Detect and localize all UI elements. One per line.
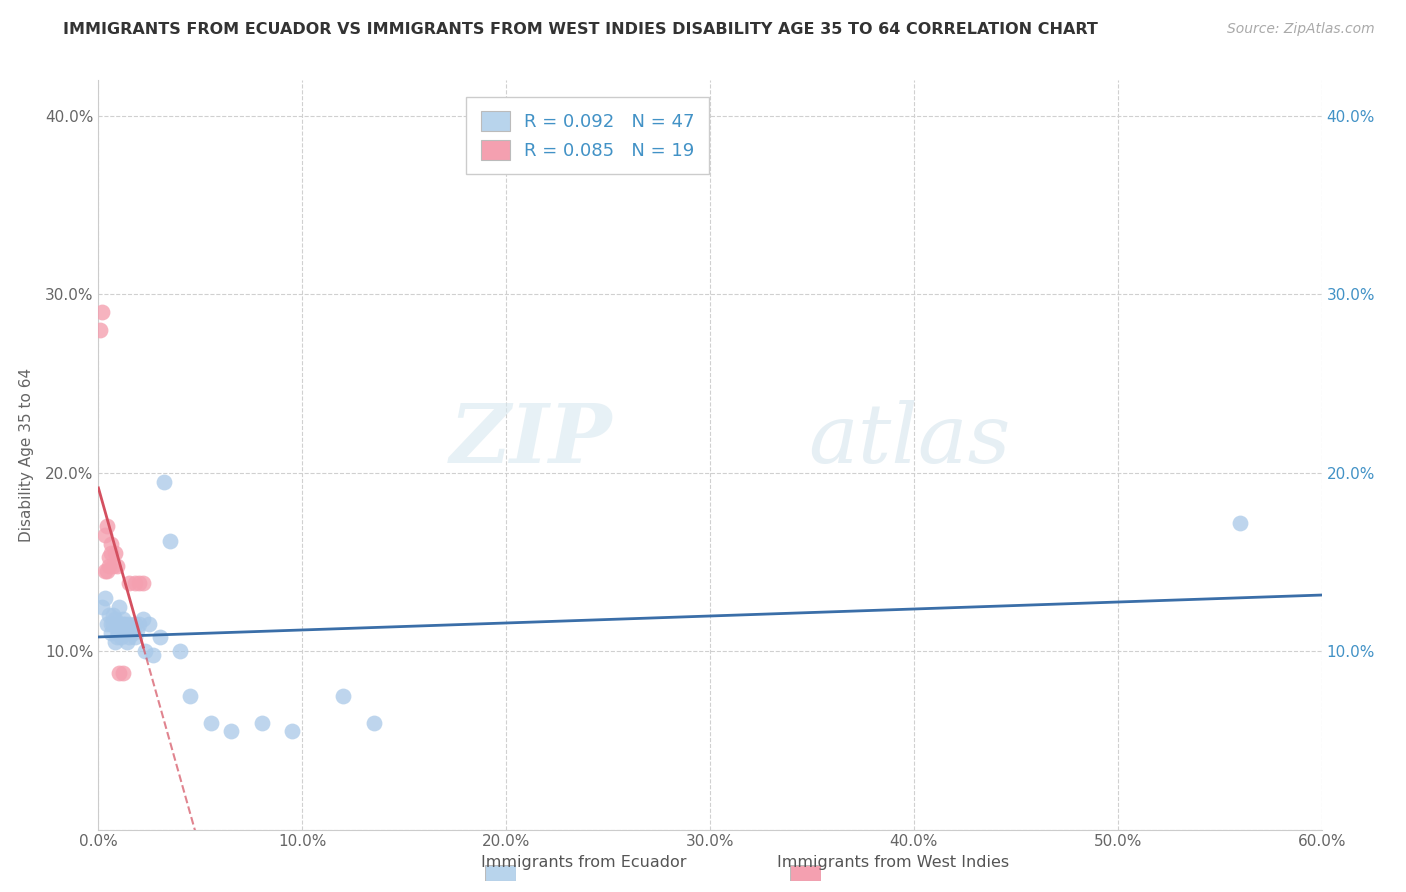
Point	[200, 715, 222, 730]
Point	[111, 612, 134, 626]
Point	[100, 537, 122, 551]
Text: Immigrants from West Indies: Immigrants from West Indies	[776, 855, 1010, 870]
Point	[108, 665, 131, 680]
Point	[110, 623, 132, 637]
Point	[97, 549, 120, 564]
Point	[111, 665, 134, 680]
Point	[120, 621, 142, 635]
Text: IMMIGRANTS FROM ECUADOR VS IMMIGRANTS FROM WEST INDIES DISABILITY AGE 35 TO 64 C: IMMIGRANTS FROM ECUADOR VS IMMIGRANTS FR…	[63, 22, 1098, 37]
Point	[108, 617, 131, 632]
Point	[124, 617, 146, 632]
Point	[101, 617, 124, 632]
Point	[96, 519, 118, 533]
Point	[104, 546, 127, 560]
Text: ZIP: ZIP	[450, 400, 612, 480]
Point	[100, 546, 122, 560]
Point	[332, 689, 354, 703]
Point	[363, 715, 385, 730]
Point	[111, 617, 134, 632]
Point	[124, 630, 146, 644]
Point	[118, 576, 141, 591]
Point	[104, 612, 127, 626]
Point	[138, 617, 160, 632]
Text: Immigrants from Ecuador: Immigrants from Ecuador	[481, 855, 686, 870]
Point	[97, 608, 120, 623]
Point	[93, 564, 115, 578]
Point	[110, 630, 132, 644]
Point	[101, 608, 124, 623]
Point	[108, 599, 131, 614]
Point	[132, 612, 155, 626]
Point	[97, 558, 120, 573]
Point	[250, 715, 273, 730]
Y-axis label: Disability Age 35 to 64: Disability Age 35 to 64	[18, 368, 34, 542]
Text: atlas: atlas	[808, 400, 1011, 480]
Point	[134, 644, 156, 658]
Point	[89, 323, 111, 337]
Point	[219, 724, 242, 739]
Point	[91, 305, 114, 319]
Point	[179, 689, 201, 703]
Point	[93, 591, 115, 605]
Point	[122, 626, 145, 640]
Point	[1229, 516, 1251, 530]
Point	[152, 475, 174, 489]
Point	[118, 630, 141, 644]
Point	[132, 576, 155, 591]
Point	[105, 623, 128, 637]
Point	[115, 623, 138, 637]
Point	[104, 635, 127, 649]
Text: Source: ZipAtlas.com: Source: ZipAtlas.com	[1227, 22, 1375, 37]
Point	[115, 635, 138, 649]
Point	[96, 617, 118, 632]
Point	[100, 617, 122, 632]
Point	[128, 617, 150, 632]
Point	[142, 648, 165, 662]
Legend: R = 0.092   N = 47, R = 0.085   N = 19: R = 0.092 N = 47, R = 0.085 N = 19	[467, 97, 709, 175]
Point	[127, 623, 149, 637]
Point	[108, 626, 131, 640]
Point	[128, 576, 150, 591]
Point	[169, 644, 191, 658]
Point	[105, 630, 128, 644]
Point	[281, 724, 304, 739]
Point	[100, 626, 122, 640]
Point	[159, 533, 181, 548]
Point	[114, 626, 136, 640]
Point	[124, 576, 146, 591]
Point	[105, 558, 128, 573]
Point	[114, 617, 136, 632]
Point	[96, 564, 118, 578]
Point	[149, 630, 172, 644]
Point	[93, 528, 115, 542]
Point	[91, 599, 114, 614]
Point	[101, 558, 124, 573]
Point	[118, 617, 141, 632]
